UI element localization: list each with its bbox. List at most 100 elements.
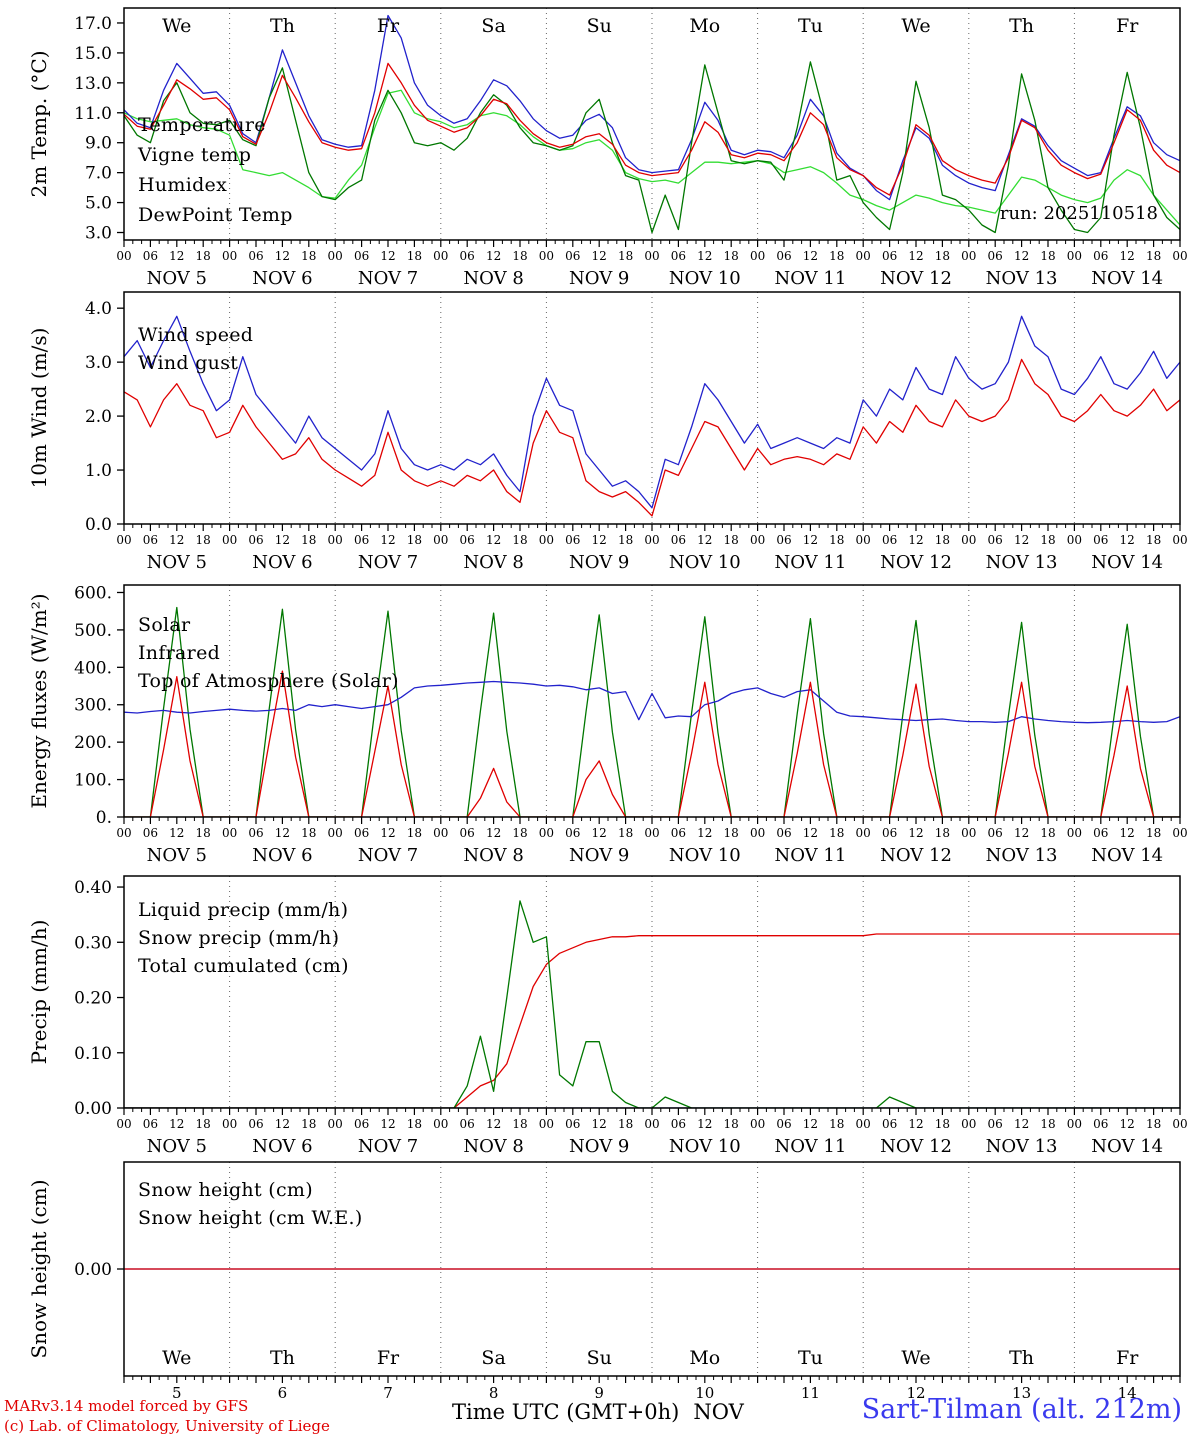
hour-tick-label: 00 [433,826,448,840]
day-label: NOV 6 [252,845,312,866]
series-solar [124,670,1180,817]
hour-tick-label: 12 [1120,249,1135,263]
hour-tick-label: 06 [1093,826,1108,840]
hour-tick-label: 00 [961,826,976,840]
day-label: NOV 9 [569,268,629,289]
hour-tick-label: 06 [671,249,686,263]
hour-tick-label: 00 [1067,826,1082,840]
hour-tick-label: 12 [486,249,501,263]
hour-tick-label: 00 [961,533,976,547]
y-tick-label: 5.0 [85,194,112,214]
hour-tick-label: 12 [380,249,395,263]
hour-tick-label: 12 [697,1117,712,1131]
hour-tick-label: 00 [116,826,131,840]
hour-tick-label: 12 [592,533,607,547]
day-label: NOV 8 [463,845,523,866]
day-label: NOV 14 [1091,845,1163,866]
weekday-label: Mo [689,1347,720,1369]
weekday-label: Th [1009,15,1034,37]
y-tick-label: 7.0 [85,164,112,184]
legend-entry: Solar [138,614,191,636]
y-axis-label: Precip (mm/h) [27,920,51,1065]
hour-tick-label: 06 [988,826,1003,840]
day-label: NOV 11 [774,1136,846,1157]
hour-tick-label: 12 [1120,533,1135,547]
hour-tick-label: 12 [1120,1117,1135,1131]
hour-tick-label: 12 [592,826,607,840]
hour-tick-label: 12 [592,1117,607,1131]
hour-tick-label: 18 [935,533,950,547]
day-label: NOV 11 [774,552,846,573]
hour-tick-label: 00 [116,1117,131,1131]
hour-tick-label: 12 [697,826,712,840]
day-number-label: 6 [278,1384,288,1402]
hour-tick-label: 18 [829,1117,844,1131]
day-label: NOV 5 [147,1136,207,1157]
hour-tick-label: 18 [407,533,422,547]
y-tick-label: 600. [74,583,112,603]
hour-tick-label: 06 [988,249,1003,263]
hour-tick-label: 18 [829,826,844,840]
hour-tick-label: 00 [1172,249,1187,263]
hour-tick-label: 00 [328,249,343,263]
hour-tick-label: 06 [354,533,369,547]
day-label: NOV 7 [358,845,418,866]
credit-line-1: MARv3.14 model forced by GFS [4,1397,249,1415]
hour-tick-label: 00 [116,249,131,263]
day-label: NOV 7 [358,268,418,289]
hour-tick-label: 06 [565,826,580,840]
hour-tick-label: 18 [724,1117,739,1131]
hour-tick-label: 06 [882,249,897,263]
hour-tick-label: 18 [196,533,211,547]
hour-tick-label: 18 [1146,826,1161,840]
station-label: Sart-Tilman (alt. 212m) [861,1394,1182,1425]
y-tick-label: 0. [96,808,112,828]
weekday-label: Fr [1116,15,1139,37]
y-axis-label: Snow height (cm) [27,1179,51,1358]
y-tick-label: 13.0 [74,74,112,94]
hour-tick-label: 18 [301,826,316,840]
y-tick-label: 0.10 [74,1044,112,1064]
hour-tick-label: 12 [275,826,290,840]
hour-tick-label: 12 [908,826,923,840]
hour-tick-label: 18 [618,249,633,263]
hour-tick-label: 06 [460,826,475,840]
day-label: NOV 12 [880,1136,952,1157]
day-label: NOV 7 [358,552,418,573]
weekday-label: Fr [1116,1347,1139,1369]
hour-tick-label: 06 [1093,533,1108,547]
hour-tick-label: 06 [460,533,475,547]
hour-tick-label: 12 [275,249,290,263]
hour-tick-label: 00 [750,826,765,840]
weekday-label: Th [270,1347,295,1369]
y-tick-label: 2.0 [85,407,112,427]
hour-tick-label: 18 [512,826,527,840]
hour-tick-label: 12 [380,533,395,547]
day-number-label: 5 [172,1384,182,1402]
hour-tick-label: 12 [697,533,712,547]
day-label: NOV 7 [358,1136,418,1157]
day-label: NOV 12 [880,552,952,573]
day-label: NOV 10 [669,1136,741,1157]
hour-tick-label: 18 [1040,533,1055,547]
hour-tick-label: 06 [354,1117,369,1131]
panel-2m-temp: 3.0 5.0 7.0 9.0 11.0 13.0 15.0 17.0 00 06 12 18 00 06… [27,7,1188,289]
hour-tick-label: 00 [644,1117,659,1131]
hour-tick-label: 18 [1146,1117,1161,1131]
hour-tick-label: 00 [961,1117,976,1131]
hour-tick-label: 18 [935,249,950,263]
hour-tick-label: 18 [618,826,633,840]
hour-tick-label: 18 [829,249,844,263]
hour-tick-label: 06 [776,249,791,263]
hour-tick-label: 00 [750,249,765,263]
hour-tick-label: 18 [618,1117,633,1131]
y-tick-label: 500. [74,621,112,641]
day-label: NOV 10 [669,552,741,573]
y-tick-label: 0.20 [74,989,112,1009]
hour-tick-label: 00 [222,826,237,840]
hour-tick-label: 18 [1040,826,1055,840]
y-tick-label: 4.0 [85,299,112,319]
hour-tick-label: 12 [169,249,184,263]
weekday-label: We [162,1347,191,1369]
hour-tick-label: 18 [512,249,527,263]
